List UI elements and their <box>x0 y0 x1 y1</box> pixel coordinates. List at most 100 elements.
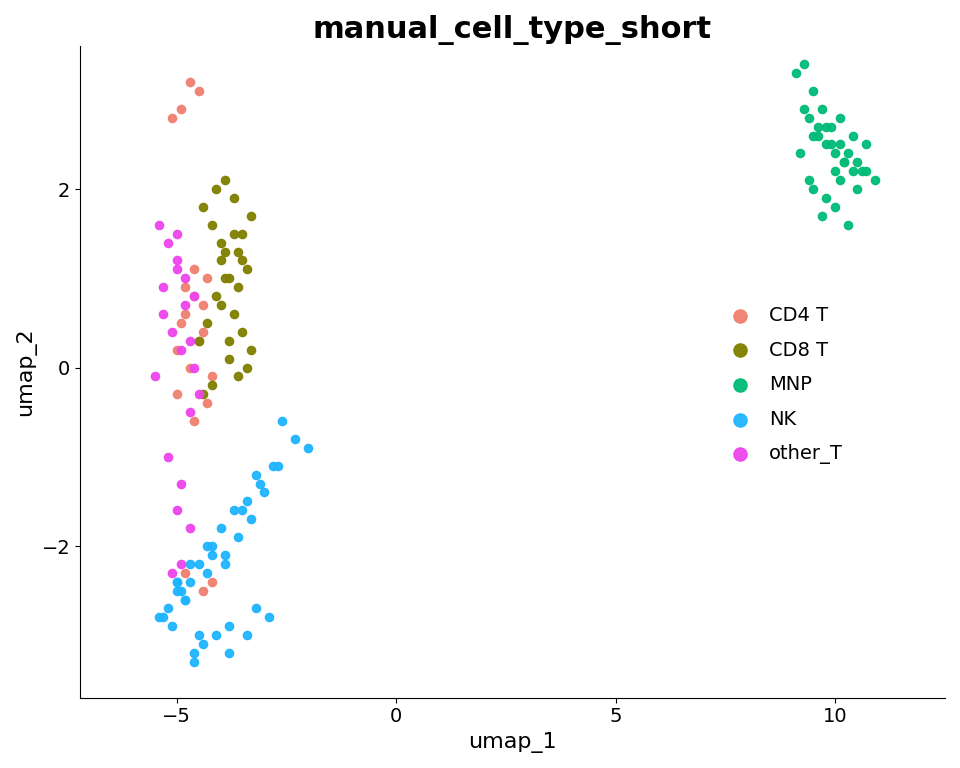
other_T <box>147 370 162 382</box>
other_T <box>156 308 171 320</box>
MNP <box>828 200 843 213</box>
NK <box>244 513 259 525</box>
MNP <box>832 138 848 151</box>
MNP <box>845 130 860 142</box>
other_T <box>169 227 184 240</box>
other_T <box>164 326 180 338</box>
CD4 T <box>174 317 189 329</box>
CD8 T <box>226 227 241 240</box>
MNP <box>828 147 843 160</box>
CD8 T <box>222 335 237 347</box>
MNP <box>792 147 807 160</box>
MNP <box>867 174 882 187</box>
other_T <box>174 558 189 570</box>
NK <box>169 575 184 588</box>
NK <box>270 459 285 472</box>
MNP <box>828 165 843 177</box>
NK <box>217 558 232 570</box>
MNP <box>841 219 856 231</box>
CD4 T <box>169 388 184 400</box>
CD8 T <box>244 210 259 222</box>
CD8 T <box>226 192 241 204</box>
NK <box>248 468 263 481</box>
other_T <box>160 237 176 249</box>
CD8 T <box>235 227 251 240</box>
MNP <box>841 147 856 160</box>
MNP <box>810 130 826 142</box>
MNP <box>850 183 865 195</box>
other_T <box>178 272 193 284</box>
CD8 T <box>217 272 232 284</box>
NK <box>261 611 276 624</box>
MNP <box>814 103 829 115</box>
MNP <box>797 58 812 71</box>
MNP <box>858 165 874 177</box>
MNP <box>836 156 852 168</box>
NK <box>252 478 268 490</box>
CD8 T <box>204 219 220 231</box>
CD8 T <box>239 362 254 374</box>
MNP <box>850 156 865 168</box>
Title: manual_cell_type_short: manual_cell_type_short <box>313 15 712 45</box>
MNP <box>805 130 821 142</box>
NK <box>204 540 220 552</box>
CD8 T <box>226 308 241 320</box>
NK <box>178 594 193 606</box>
other_T <box>169 254 184 266</box>
other_T <box>182 335 198 347</box>
MNP <box>805 84 821 97</box>
NK <box>235 505 251 517</box>
other_T <box>191 388 206 400</box>
CD8 T <box>230 281 246 293</box>
CD4 T <box>204 370 220 382</box>
MNP <box>832 111 848 124</box>
CD8 T <box>208 290 224 303</box>
CD4 T <box>186 290 202 303</box>
NK <box>208 629 224 641</box>
CD8 T <box>239 263 254 276</box>
other_T <box>186 362 202 374</box>
CD4 T <box>204 575 220 588</box>
other_T <box>186 290 202 303</box>
MNP <box>845 165 860 177</box>
CD8 T <box>230 246 246 258</box>
MNP <box>836 156 852 168</box>
CD4 T <box>200 272 215 284</box>
other_T <box>174 478 189 490</box>
CD8 T <box>213 237 228 249</box>
CD8 T <box>235 326 251 338</box>
NK <box>256 486 272 498</box>
CD4 T <box>182 76 198 88</box>
other_T <box>164 567 180 579</box>
CD8 T <box>191 335 206 347</box>
CD4 T <box>174 103 189 115</box>
other_T <box>178 299 193 311</box>
other_T <box>169 263 184 276</box>
NK <box>182 575 198 588</box>
CD8 T <box>208 183 224 195</box>
X-axis label: umap_1: umap_1 <box>468 732 557 753</box>
CD4 T <box>195 584 210 597</box>
other_T <box>169 505 184 517</box>
MNP <box>853 165 869 177</box>
CD4 T <box>186 263 202 276</box>
NK <box>186 647 202 659</box>
NK <box>287 433 302 445</box>
NK <box>200 567 215 579</box>
CD4 T <box>195 326 210 338</box>
CD8 T <box>222 272 237 284</box>
CD8 T <box>213 299 228 311</box>
CD8 T <box>217 174 232 187</box>
Y-axis label: umap_2: umap_2 <box>15 328 36 416</box>
CD8 T <box>244 343 259 356</box>
NK <box>152 611 167 624</box>
MNP <box>802 174 817 187</box>
NK <box>186 656 202 668</box>
MNP <box>805 183 821 195</box>
NK <box>213 522 228 535</box>
NK <box>230 531 246 543</box>
NK <box>191 629 206 641</box>
CD8 T <box>200 317 215 329</box>
other_T <box>152 219 167 231</box>
CD4 T <box>191 84 206 97</box>
